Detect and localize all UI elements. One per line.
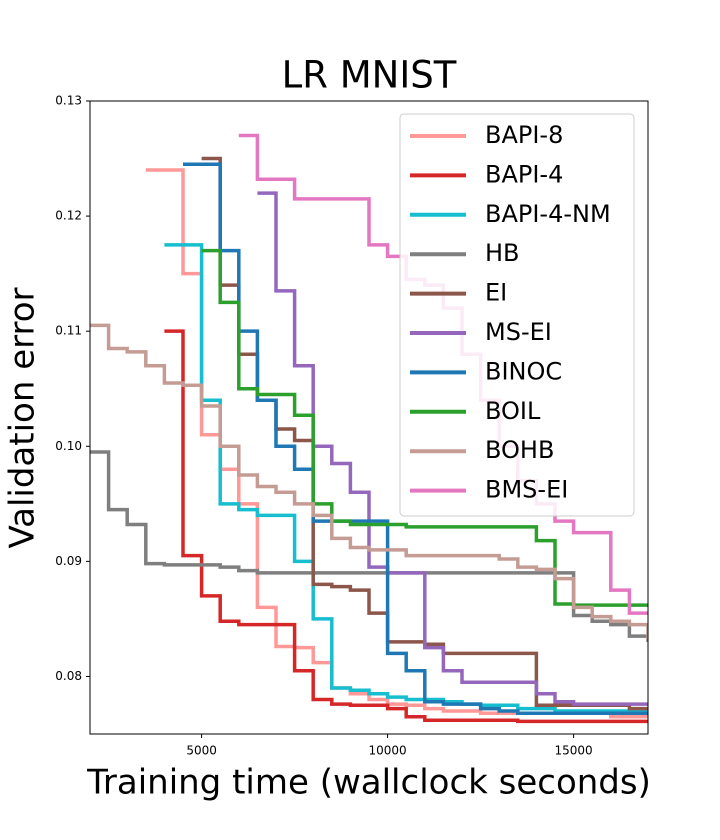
x-tick-label: 15000 [555,744,593,758]
series-line [164,243,648,713]
x-tick-label: 10000 [369,744,407,758]
x-axis-label: Training time (wallclock seconds) [86,763,651,803]
legend-label: BAPI-4-NM [485,200,611,228]
y-tick-label: 0.08 [55,669,82,683]
legend-label: HB [485,239,520,267]
y-tick-label: 0.10 [55,439,82,453]
legend-label: BAPI-4 [485,160,563,188]
legend-label: BOHB [485,436,554,464]
y-axis-label: Validation error [3,287,43,548]
legend-label: BINOC [485,357,562,385]
chart-title: LR MNIST [282,54,457,97]
series-line [90,323,648,640]
series-line [183,162,648,716]
legend-label: BOIL [485,397,541,425]
plot-frame [89,100,649,735]
series-line [164,329,648,724]
y-tick-label: 0.13 [55,94,82,108]
legend-label: BMS-EI [485,476,568,504]
y-tick-label: 0.12 [55,209,82,223]
legend-label: MS-EI [485,318,552,346]
y-tick-label: 0.11 [55,324,82,338]
legend-label: EI [485,279,507,307]
plot-lines [90,133,648,724]
x-tick-label: 5000 [186,744,217,758]
y-tick-label: 0.09 [55,554,82,568]
legend-label: BAPI-8 [485,121,563,149]
series-line [201,248,648,607]
